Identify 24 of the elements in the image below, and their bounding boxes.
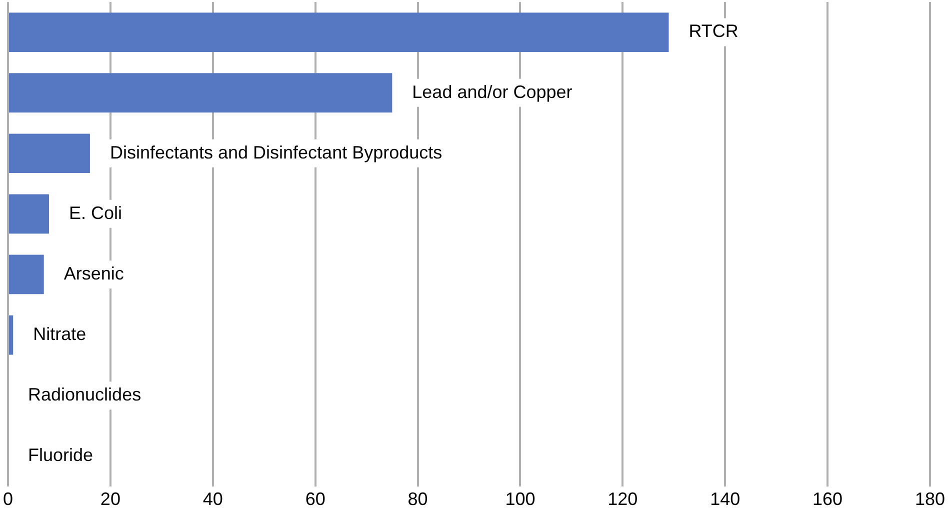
y-tick-label: Fluoride bbox=[28, 445, 94, 466]
y-tick-label: RTCR bbox=[688, 21, 738, 42]
x-tick-label: 80 bbox=[408, 489, 428, 510]
bar bbox=[9, 315, 14, 355]
y-tick-label: E. Coli bbox=[68, 202, 122, 223]
bar bbox=[9, 254, 44, 294]
y-tick-label: Radionuclides bbox=[28, 384, 142, 405]
x-tick-label: 20 bbox=[100, 489, 120, 510]
x-tick-label: 120 bbox=[608, 489, 638, 510]
x-tick-label: 0 bbox=[3, 489, 14, 510]
x-tick-label: 40 bbox=[202, 489, 223, 510]
y-tick-label: Arsenic bbox=[64, 263, 124, 284]
bar bbox=[9, 194, 49, 234]
y-tick-label: Disinfectants and Disinfectant Byproducts bbox=[110, 142, 442, 162]
bar bbox=[9, 12, 669, 52]
bar bbox=[9, 73, 392, 113]
bar bbox=[9, 134, 90, 174]
x-tick-label: 100 bbox=[505, 489, 536, 510]
x-tick-label: 180 bbox=[914, 489, 946, 510]
y-tick-label: Nitrate bbox=[33, 324, 86, 344]
x-tick-label: 160 bbox=[812, 489, 843, 510]
y-tick-label: Lead and/or Copper bbox=[412, 82, 572, 102]
x-tick-label: 60 bbox=[305, 489, 326, 510]
x-tick-label: 140 bbox=[710, 489, 740, 510]
